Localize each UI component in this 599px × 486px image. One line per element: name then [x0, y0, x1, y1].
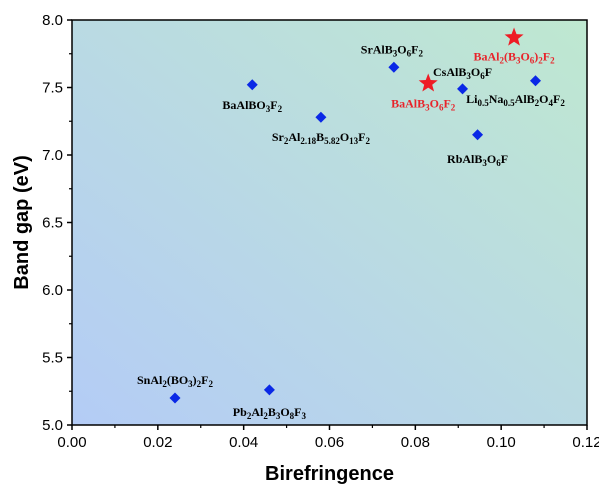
- diamond-marker: [315, 111, 327, 123]
- x-tick-label: 0.00: [57, 434, 86, 451]
- point-label: BaAl2(B3O6)2F2: [473, 50, 555, 66]
- point-label: SrAlB3O6F2: [361, 42, 424, 58]
- y-tick-label: 7.0: [42, 147, 63, 164]
- x-tick-label: 0.08: [401, 434, 430, 451]
- y-tick-label: 8.0: [42, 12, 63, 29]
- plot-frame: [71, 19, 588, 426]
- y-axis-title: Band gap (eV): [11, 155, 33, 289]
- diamond-marker: [388, 61, 400, 73]
- point-label: SnAl2(BO3)2F2: [137, 373, 214, 389]
- diamond-marker: [169, 392, 181, 404]
- diamond-marker: [472, 129, 484, 141]
- y-tick-label: 7.5: [42, 80, 63, 97]
- diamond-marker: [530, 75, 541, 87]
- point-label: BaAlB3O6F2: [391, 96, 456, 112]
- diamond-marker: [263, 384, 275, 396]
- diamond-marker: [246, 79, 258, 91]
- y-tick-label: 5.0: [42, 417, 63, 434]
- star-marker: [504, 27, 524, 46]
- point-label: Sr2Al2.18B5.82O13F2: [272, 130, 371, 146]
- y-tick-label: 6.5: [42, 215, 63, 232]
- plot-area: [72, 20, 587, 425]
- x-tick-label: 0.06: [315, 434, 344, 451]
- point-label: BaAlBO3F2: [222, 98, 282, 114]
- point-label: Li0.5Na0.5AlB2O4F2: [466, 92, 565, 108]
- x-tick-label: 0.04: [229, 434, 258, 451]
- x-tick-label: 0.12: [572, 434, 599, 451]
- point-label: RbAlB3O6F: [447, 152, 508, 168]
- x-tick-label: 0.02: [143, 434, 172, 451]
- x-axis-title: Birefringence: [265, 463, 394, 485]
- point-label: CsAlB3O6F: [433, 65, 492, 81]
- point-label: Pb2Al2B3O8F3: [233, 405, 307, 421]
- x-tick-label: 0.10: [487, 434, 516, 451]
- y-tick-label: 5.5: [42, 350, 63, 367]
- y-tick-label: 6.0: [42, 282, 63, 299]
- diamond-marker: [457, 83, 469, 95]
- star-marker: [418, 73, 438, 92]
